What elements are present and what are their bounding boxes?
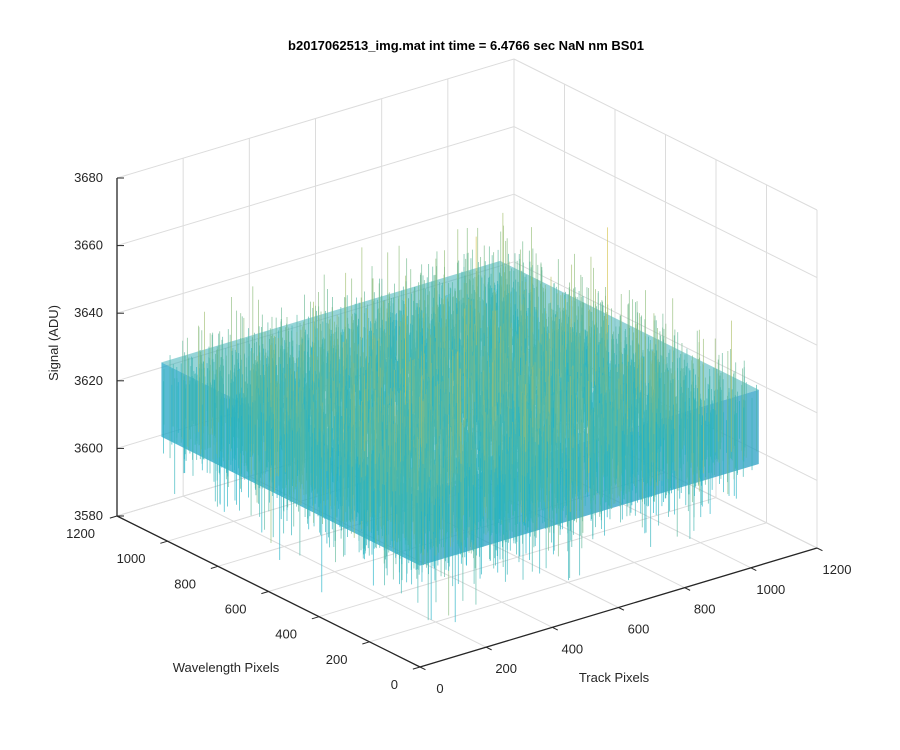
back-wall-grid-line (116, 126, 515, 247)
side-wall-grid-line (513, 58, 818, 211)
back-wall-grid-line (116, 58, 515, 179)
side-wall-grid-line (513, 193, 818, 346)
side-wall-grid-line (513, 126, 818, 279)
floor-grid-line (318, 497, 717, 618)
floor-grid-line (369, 522, 767, 643)
surface-mesh (161, 212, 759, 623)
chart-title: b2017062513_img.mat int time = 6.4766 se… (288, 38, 644, 53)
back-wall-grid-line (116, 193, 515, 314)
